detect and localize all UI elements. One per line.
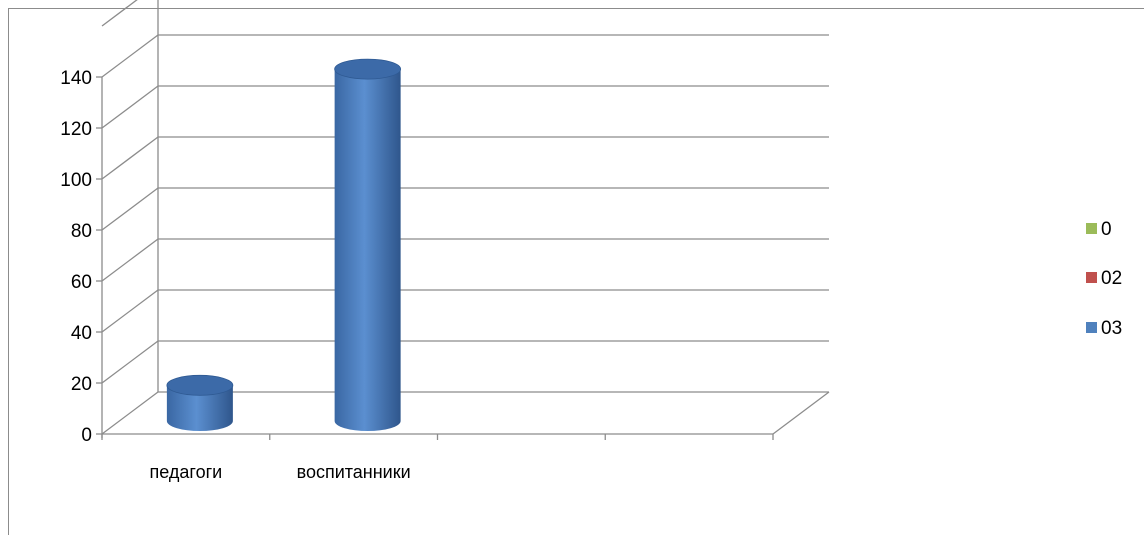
x-tick-label: педагоги <box>150 462 223 482</box>
y-tick-label: 0 <box>81 425 92 446</box>
cylinder-body <box>334 69 401 432</box>
gridline-side <box>101 391 159 435</box>
chart-area <box>8 8 1144 535</box>
legend-label: 0 <box>1101 219 1112 240</box>
legend-swatch <box>1086 322 1097 333</box>
floor-right-edge <box>772 391 830 435</box>
legend-swatch <box>1086 223 1097 234</box>
bars <box>166 58 402 432</box>
x-axis-ticks: педагоги воспитанники <box>101 434 774 482</box>
gridline-side <box>101 238 159 282</box>
gridline-side <box>101 136 159 180</box>
y-axis-ticks: 0 20 40 60 80 100 120 140 <box>60 68 102 446</box>
y-tick-label: 140 <box>60 68 92 89</box>
y-tick-label: 120 <box>60 119 92 140</box>
gridline-side <box>101 85 159 129</box>
legend: 0 02 03 <box>1086 219 1122 339</box>
bar-воспитанники <box>334 58 402 432</box>
cylinder-body <box>166 385 233 432</box>
y-tick-label: 20 <box>71 374 92 395</box>
x-tick-label: воспитанники <box>297 462 411 482</box>
gridline-side <box>101 0 138 27</box>
y-tick-label: 80 <box>71 221 92 242</box>
y-tick-label: 60 <box>71 272 92 293</box>
legend-label: 03 <box>1101 318 1122 339</box>
legend-swatch <box>1086 272 1097 283</box>
cylinder-top <box>166 374 234 396</box>
gridline-side <box>101 289 159 333</box>
gridline-side <box>101 34 159 78</box>
gridline-side <box>101 340 159 384</box>
bar-педагоги <box>166 374 234 432</box>
legend-label: 02 <box>1101 268 1122 289</box>
y-tick-label: 40 <box>71 323 92 344</box>
gridlines <box>101 0 829 435</box>
cylinder-top <box>334 58 402 80</box>
gridline-side <box>101 187 159 231</box>
y-tick-label: 100 <box>60 170 92 191</box>
